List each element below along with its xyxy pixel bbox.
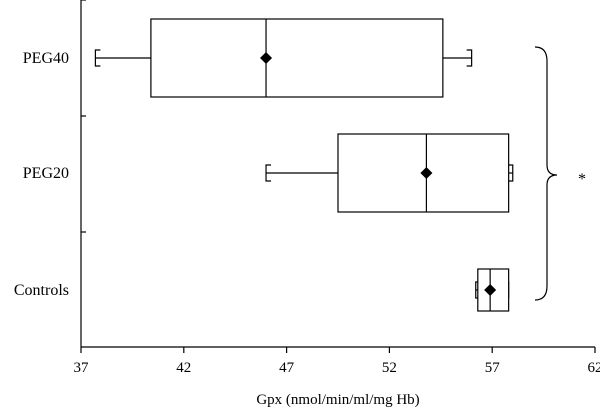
box-iqr bbox=[150, 18, 444, 98]
mean-marker bbox=[484, 284, 497, 296]
box-series: PEG40 PEG20 Controls bbox=[14, 18, 514, 312]
significance-annotation: * bbox=[534, 46, 586, 301]
category-label: PEG20 bbox=[23, 165, 69, 182]
box-controls: Controls bbox=[14, 268, 510, 312]
significance-star: * bbox=[578, 171, 586, 188]
x-tick-label: 57 bbox=[485, 360, 501, 376]
x-tick-label: 42 bbox=[176, 360, 191, 376]
category-label: PEG40 bbox=[23, 50, 69, 67]
whisker-cap-high bbox=[507, 164, 514, 182]
x-axis-title: Gpx (nmol/min/ml/mg Hb) bbox=[256, 392, 419, 408]
whisker-cap-low bbox=[265, 164, 272, 182]
whisker-cap-low bbox=[94, 49, 101, 67]
whisker-cap-high bbox=[466, 49, 473, 67]
x-tick-label: 47 bbox=[279, 360, 295, 376]
box-peg20: PEG20 bbox=[23, 133, 514, 213]
mean-marker bbox=[260, 52, 273, 64]
box-peg40: PEG40 bbox=[23, 18, 473, 98]
x-tick-label: 52 bbox=[382, 360, 397, 376]
axes: 37 42 47 52 57 62 bbox=[74, 0, 600, 376]
category-label: Controls bbox=[14, 282, 69, 299]
mean-marker bbox=[420, 167, 433, 179]
x-tick-label: 62 bbox=[588, 360, 600, 376]
curly-brace bbox=[534, 46, 558, 301]
x-tick-label: 37 bbox=[74, 360, 90, 376]
